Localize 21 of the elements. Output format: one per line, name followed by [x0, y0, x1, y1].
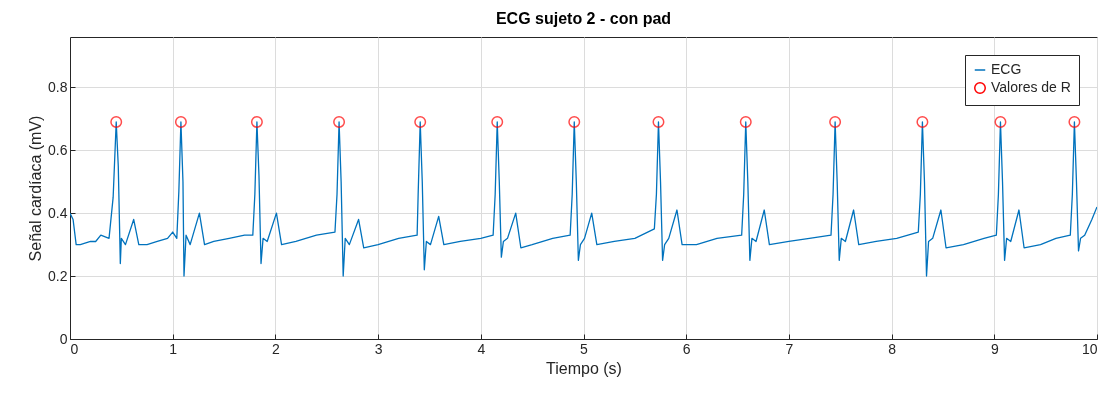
x-tick-label: 10 — [1081, 340, 1098, 357]
x-tick-label: 6 — [682, 340, 691, 357]
x-tick-label: 5 — [580, 340, 589, 357]
line-series — [70, 121, 1097, 277]
x-tick-label: 1 — [169, 340, 178, 357]
y-tick-label: 0.6 — [48, 141, 68, 158]
legend-label: Valores de R — [991, 79, 1071, 95]
y-axis-title: Señal cardíaca (mV) — [27, 115, 45, 262]
x-tick-label: 4 — [477, 340, 486, 357]
legend-label: ECG — [991, 61, 1022, 77]
chart-title: ECG sujeto 2 - con pad — [495, 10, 672, 27]
x-tick-label: 7 — [785, 340, 794, 357]
x-tick-label: 0 — [70, 340, 79, 357]
x-axis-title: Tiempo (s) — [546, 359, 622, 377]
x-tick-label: 8 — [888, 340, 897, 357]
x-tick-label: 2 — [272, 340, 280, 357]
y-tick-label: 0.2 — [48, 267, 68, 284]
x-tick-label: 3 — [374, 340, 383, 357]
x-tick-label: 9 — [990, 340, 999, 357]
y-tick-label: 0.8 — [48, 78, 68, 95]
y-tick-label: 0.4 — [48, 204, 68, 221]
